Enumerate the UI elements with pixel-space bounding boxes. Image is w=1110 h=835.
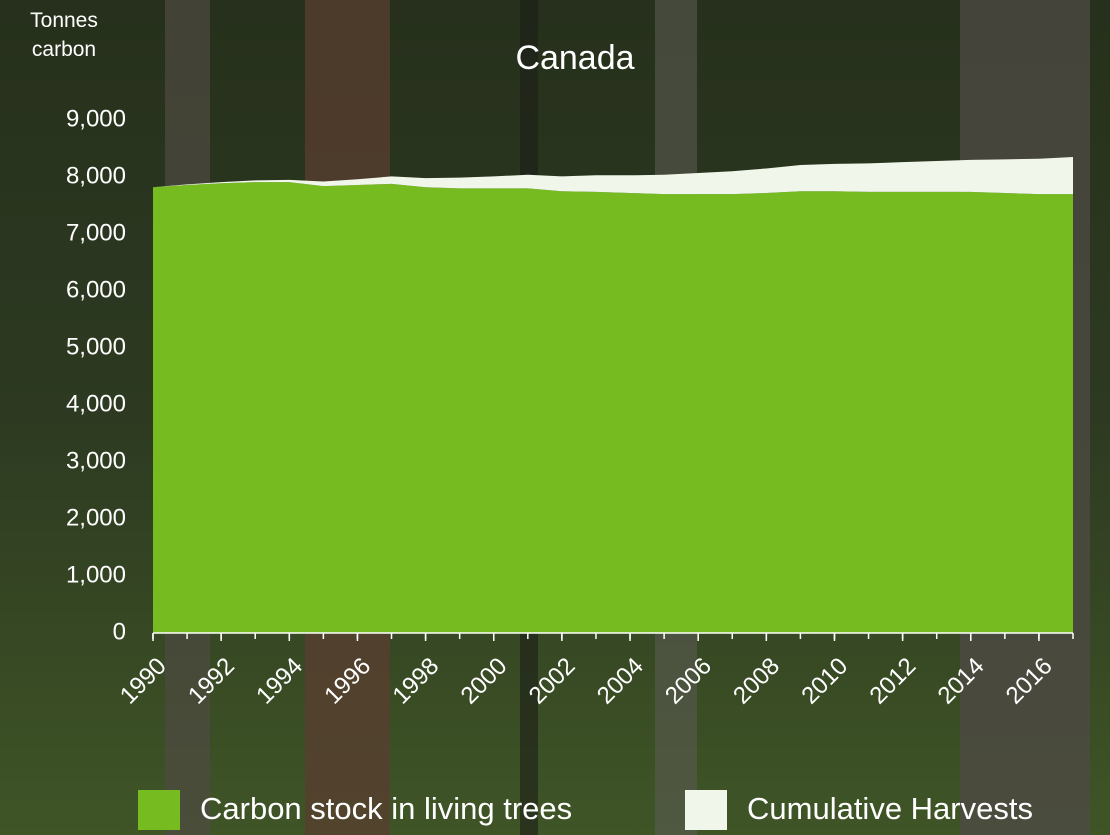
y-tick-label: 4,000 — [66, 390, 126, 417]
x-tick-label: 1992 — [183, 653, 240, 710]
x-tick-label: 2016 — [1001, 653, 1058, 710]
x-tick-label: 2000 — [456, 653, 513, 710]
y-tick-label: 6,000 — [66, 276, 126, 303]
x-tick-label: 2014 — [933, 653, 990, 710]
x-tick-label: 2012 — [865, 653, 922, 710]
y-tick-label: 7,000 — [66, 219, 126, 246]
x-tick-label: 2008 — [728, 653, 785, 710]
y-tick-label: 2,000 — [66, 504, 126, 531]
y-axis-label: Tonnes carbon — [30, 9, 98, 61]
area — [153, 157, 1073, 195]
x-tick-label: 2010 — [796, 653, 853, 710]
chart-title: Canada — [515, 39, 634, 77]
y-tick-label: 1,000 — [66, 561, 126, 588]
legend-label: Cumulative Harvests — [747, 791, 1033, 826]
y-tick-label: 0 — [113, 618, 126, 645]
x-tick-label: 2002 — [524, 653, 581, 710]
x-tick-label: 1994 — [251, 653, 308, 710]
legend-label: Carbon stock in living trees — [200, 791, 572, 826]
area — [153, 182, 1073, 633]
x-tick-label: 2004 — [592, 653, 649, 710]
x-tick-label: 1998 — [387, 653, 444, 710]
y-tick-label: 8,000 — [66, 162, 126, 189]
y-tick-label: 5,000 — [66, 333, 126, 360]
legend-swatch — [138, 790, 180, 830]
y-axis-label-box: Tonnes carbon — [30, 9, 98, 61]
x-tick-label: 2006 — [660, 653, 717, 710]
legend-swatch — [685, 790, 727, 830]
x-tick-label: 1990 — [115, 653, 172, 710]
y-tick-label: 3,000 — [66, 447, 126, 474]
y-tick-label: 9,000 — [66, 105, 126, 132]
x-tick-label: 1996 — [319, 653, 376, 710]
